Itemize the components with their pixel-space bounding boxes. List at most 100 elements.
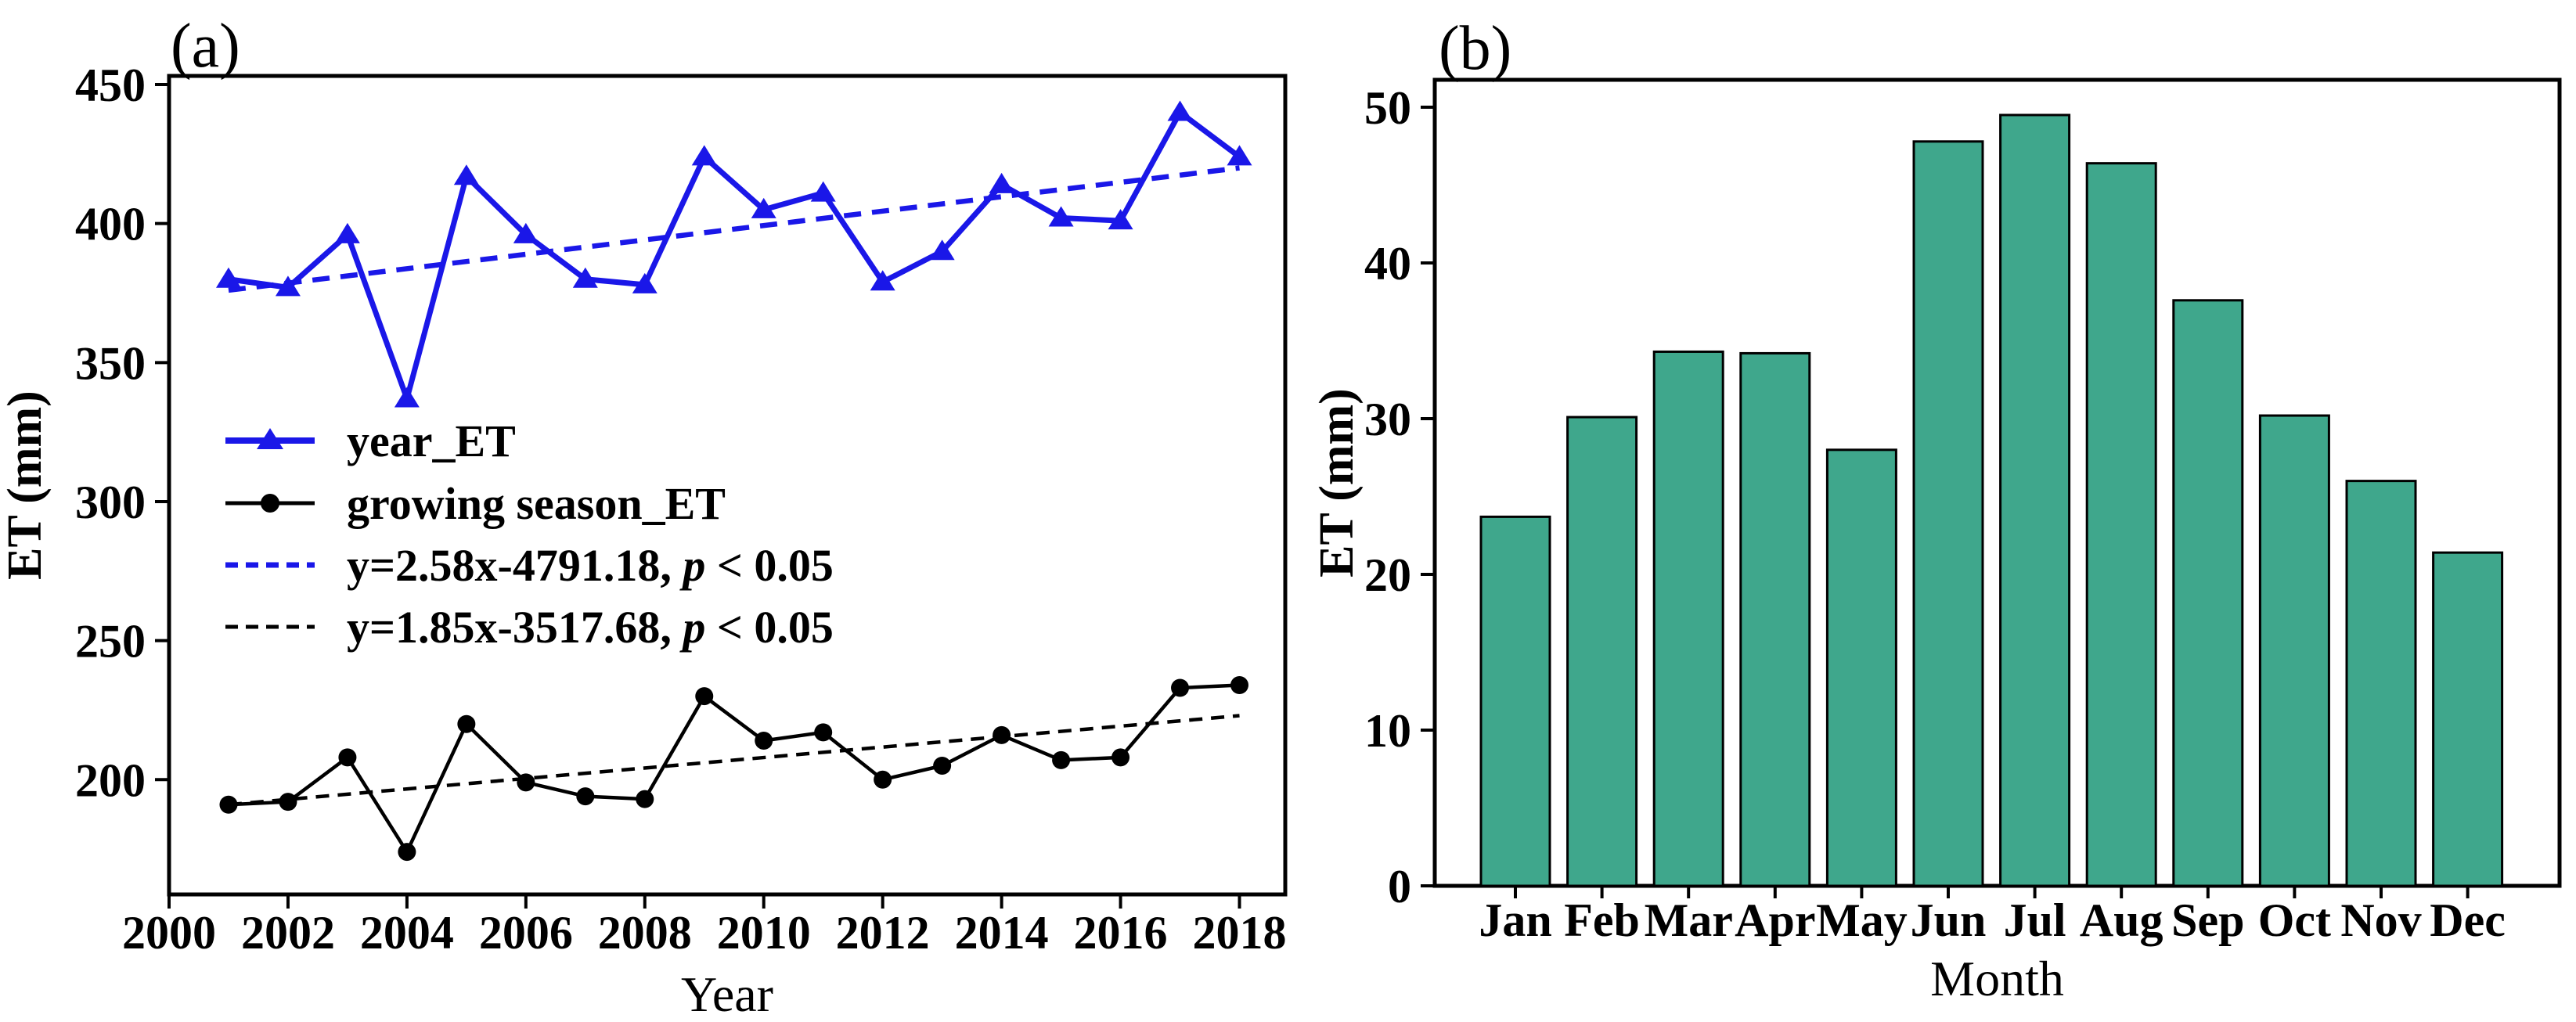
panel-b-month-label: Dec [2430,894,2506,946]
panel-a-xtick-label: 2004 [360,907,454,959]
marker-triangle [1108,209,1133,230]
bar-sep [2172,299,2244,887]
marker-circle [1230,675,1249,694]
marker-circle [993,725,1011,744]
marker-circle [695,687,714,706]
panel-a-xtick-label: 2000 [122,907,216,959]
panel-a-label: (a) [171,12,240,81]
trend-line-year-et [228,165,1240,293]
legend-equation-label: y=1.85x-3517.68, p < 0.05 [347,602,834,653]
panel-b-month-label: Apr [1735,894,1815,946]
panel-a-xaxis-title: Year [681,966,773,1018]
marker-circle [338,748,357,767]
marker-triangle [691,145,717,166]
marker-circle [636,790,654,808]
panel-b-month-label: Feb [1564,894,1640,946]
panel-a-xtick-label: 2010 [717,907,811,959]
marker-triangle [334,222,360,243]
bar-jul [1999,113,2071,887]
bar-oct [2258,414,2330,887]
marker-triangle [572,267,598,288]
bar-dec [2432,551,2504,887]
panel-a-xtick-label: 2006 [479,907,573,959]
marker-circle [457,714,476,733]
panel-b-xaxis-title: Month [1930,951,2064,1006]
bar-nov [2345,480,2417,887]
panel-b-ytick-label: 50 [1364,82,1411,134]
panel-a-ytick-label: 400 [75,199,146,250]
marker-triangle [1227,145,1252,166]
marker-triangle [632,272,658,293]
panel-b-month-label: Aug [2080,894,2163,946]
panel-a-ytick-label: 450 [75,59,146,111]
bar-feb [1566,416,1638,887]
marker-triangle [1167,100,1193,121]
marker-circle [933,756,952,775]
marker-triangle [215,267,241,288]
panel-a-yaxis-title: ET (mm) [0,390,52,580]
marker-triangle [275,275,301,297]
bar-jun [1912,140,1984,887]
marker-circle [1111,748,1130,767]
panel-b-month-label: Jul [2004,894,2066,946]
panel-b-month-label: Nov [2340,894,2421,946]
marker-triangle [810,181,836,202]
marker-circle [219,795,238,814]
panel-b-ytick-label: 10 [1364,705,1411,757]
panel-a-xtick-label: 2014 [955,907,1049,959]
marker-circle [1052,750,1071,769]
legend-marker-triangle [257,428,283,449]
marker-triangle [870,270,895,291]
legend-equation-label: y=2.58x-4791.18, p < 0.05 [347,540,834,591]
panel-a-plot-frame [167,74,1288,897]
bar-aug [2085,162,2157,887]
panel-b-ytick-label: 40 [1364,238,1411,290]
marker-circle [279,793,297,811]
panel-a-xtick-label: 2002 [241,907,335,959]
series-line-growing-season-et [228,683,1240,854]
marker-circle [576,787,595,806]
bar-jan [1479,515,1551,887]
panel-b-ytick-label: 30 [1364,394,1411,445]
panel-a-ytick-label: 350 [75,337,146,389]
bar-chart-panel-b: 0 10 20 30 40 50 Jan Feb Mar Apr May Jun Jul Aug Sep Oc… [1310,14,2562,1006]
panel-b-yaxis-title: ET (mm) [1310,388,1364,578]
marker-circle [1171,678,1190,697]
panel-b-month-label: Sep [2171,894,2244,946]
panel-b-ytick-label: 20 [1364,549,1411,601]
panel-a-xtick-label: 2016 [1074,907,1168,959]
panel-b-month-label: Jan [1479,894,1551,946]
legend-entry-label: growing season_ET [347,478,726,529]
panel-b-month-label: May [1816,894,1908,946]
marker-circle [814,723,833,742]
legend-marker-circle [261,494,279,513]
bar-may [1825,448,1897,887]
marker-triangle [453,164,479,185]
panel-a-xtick-label: 2008 [598,907,692,959]
panel-b-month-label: Mar [1645,894,1733,946]
marker-triangle [394,387,420,408]
marker-circle [517,773,535,792]
panel-a-ytick-label: 200 [75,754,146,806]
marker-circle [755,732,773,750]
panel-a-xtick-label: 2018 [1193,907,1287,959]
line-chart-panel-a: 200 250 300 350 400 450 2000 2002 2004 2006 2008 20… [0,12,1288,1022]
trend-line-growing-season-et [228,714,1240,807]
panel-a-ytick-label: 300 [75,477,146,528]
marker-triangle [989,172,1014,193]
panel-b-month-label: Jun [1911,894,1987,946]
panel-b-label: (b) [1439,14,1511,83]
marker-circle [398,843,416,862]
panel-b-month-label: Oct [2258,894,2331,946]
marker-circle [874,770,892,789]
bar-apr [1739,351,1811,887]
bar-mar [1652,350,1724,887]
marker-triangle [929,239,955,261]
panel-b-ytick-label: 0 [1388,861,1411,912]
panel-a-xtick-label: 2012 [836,907,930,959]
marker-triangle [513,222,539,243]
panel-a-ytick-label: 250 [75,616,146,668]
marker-triangle [1048,206,1074,227]
